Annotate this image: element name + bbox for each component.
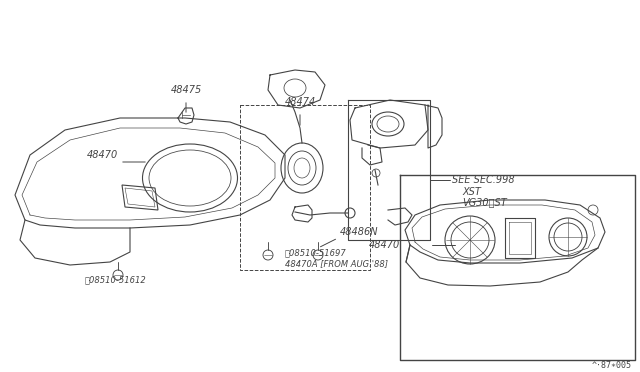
Text: 48475: 48475 xyxy=(170,85,202,95)
Text: 48470: 48470 xyxy=(87,150,118,160)
Text: VG30〉ST: VG30〉ST xyxy=(462,197,507,207)
Text: ^·87∗005: ^·87∗005 xyxy=(592,360,632,369)
Text: 48470A [FROM AUG.'88]: 48470A [FROM AUG.'88] xyxy=(285,260,388,269)
Text: 48474: 48474 xyxy=(284,97,316,107)
Text: XST: XST xyxy=(462,187,481,197)
Text: 48470: 48470 xyxy=(369,240,400,250)
Text: SEE SEC.998: SEE SEC.998 xyxy=(452,175,515,185)
Text: Ⓢ08510-51697: Ⓢ08510-51697 xyxy=(285,248,347,257)
Text: Ⓢ08510-51612: Ⓢ08510-51612 xyxy=(85,276,147,285)
Text: 48486N: 48486N xyxy=(340,227,378,237)
